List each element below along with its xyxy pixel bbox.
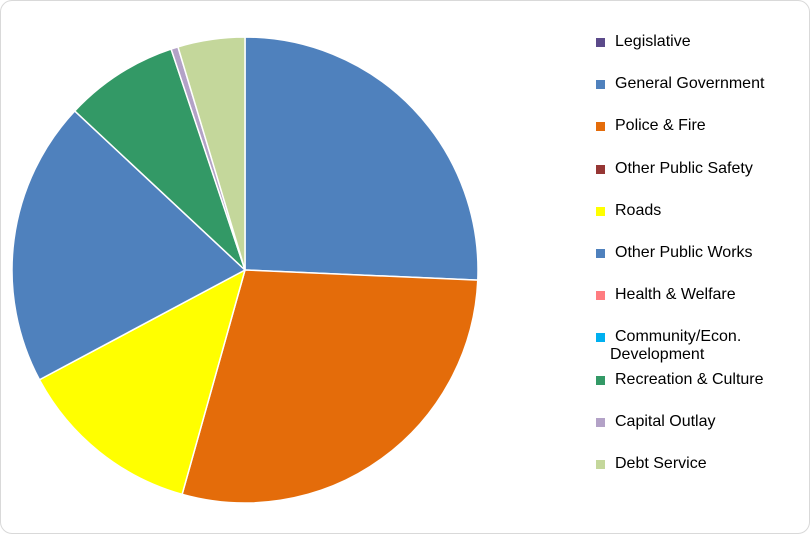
- legend-item-legislative: Legislative: [596, 33, 806, 75]
- legend-swatch: [596, 291, 605, 301]
- legend-swatch: [596, 417, 605, 427]
- legend-item-capital-outlay: Capital Outlay: [596, 413, 806, 455]
- legend-label-line1: Community/Econ.: [615, 328, 742, 346]
- legend-swatch: [596, 38, 605, 47]
- legend-label: Health & Welfare: [615, 286, 736, 304]
- legend-item-debt-service: Debt Service: [596, 455, 806, 497]
- legend-swatch: [596, 375, 605, 385]
- legend-item-recreation-culture: Recreation & Culture: [596, 371, 806, 413]
- pie-slice-general-government: [244, 36, 479, 281]
- pie-slice-roads: [38, 269, 246, 496]
- legend-label-line2: Development: [610, 346, 705, 364]
- legend-swatch: [596, 122, 605, 132]
- legend-swatch: [596, 80, 605, 90]
- legend-item-other-public-safety: Other Public Safety: [596, 160, 806, 202]
- legend-swatch: [596, 206, 605, 216]
- legend-label: Capital Outlay: [615, 412, 716, 430]
- legend-item-health-welfare: Health & Welfare: [596, 286, 806, 328]
- pie-slice-other-public-works: [11, 110, 246, 381]
- legend-item-general-government: General Government: [596, 75, 806, 117]
- legend-label: Community/Econ. Development: [610, 328, 785, 364]
- legend-label: Police & Fire: [615, 117, 706, 135]
- legend: Legislative General Government Police & …: [596, 33, 806, 497]
- legend-label: Legislative: [615, 33, 691, 50]
- legend-swatch: [596, 333, 605, 343]
- legend-label: Roads: [615, 201, 662, 219]
- legend-label: Other Public Safety: [615, 159, 753, 177]
- legend-swatch: [596, 164, 605, 174]
- legend-item-community-econ-development: Community/Econ. Development: [596, 328, 806, 370]
- legend-label: Debt Service: [615, 454, 707, 472]
- legend-item-roads: Roads: [596, 202, 806, 244]
- pie-slice-recreation-culture: [73, 48, 246, 271]
- legend-item-other-public-works: Other Public Works: [596, 244, 806, 286]
- legend-label: Other Public Works: [615, 243, 753, 261]
- pie-slice-police-fire: [181, 269, 479, 504]
- legend-swatch: [596, 459, 605, 469]
- pie-slice-debt-service: [177, 36, 246, 271]
- legend-swatch: [596, 248, 605, 258]
- legend-item-police-fire: Police & Fire: [596, 117, 806, 159]
- legend-label: Recreation & Culture: [615, 370, 764, 388]
- legend-label: General Government: [615, 75, 765, 93]
